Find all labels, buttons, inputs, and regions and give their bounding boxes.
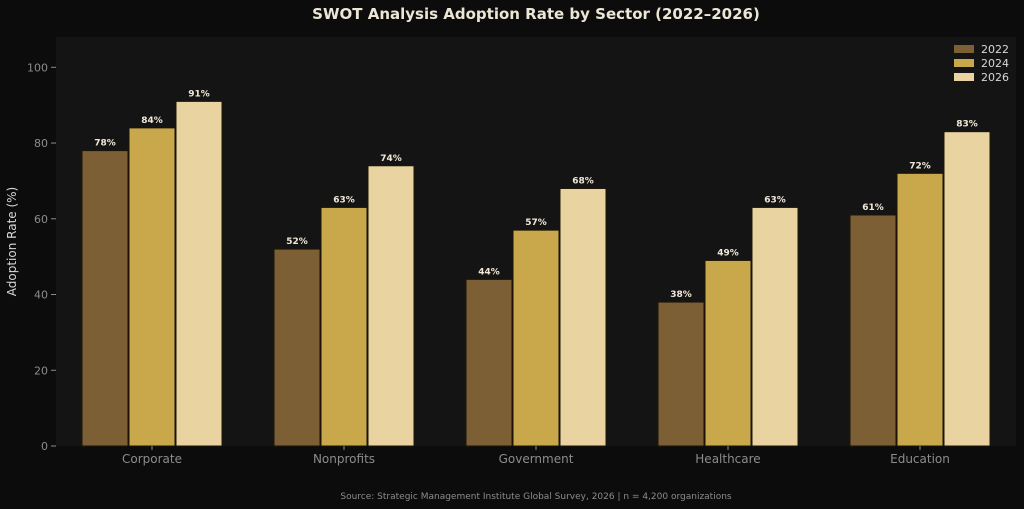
legend-swatch-2022 <box>954 45 974 53</box>
data-label: 61% <box>862 203 884 213</box>
data-label: 74% <box>380 154 402 164</box>
data-label: 57% <box>525 218 547 228</box>
bar-2024-corporate <box>128 127 176 447</box>
bar-2022-healthcare <box>657 301 705 447</box>
y-tick-label: 0 <box>41 440 48 453</box>
bar-2024-government <box>512 229 560 447</box>
x-tick-label: Healthcare <box>695 452 760 466</box>
y-tick-label: 80 <box>34 137 48 150</box>
data-label: 52% <box>286 237 308 247</box>
bar-2022-nonprofits <box>273 248 321 447</box>
data-label: 84% <box>141 116 163 126</box>
data-label: 63% <box>333 195 355 205</box>
data-label: 63% <box>764 195 786 205</box>
bar-2022-corporate <box>81 150 129 447</box>
data-label: 83% <box>956 120 978 130</box>
data-label: 38% <box>670 290 692 300</box>
bar-2026-nonprofits <box>367 165 415 447</box>
legend-swatch-2024 <box>954 59 974 67</box>
legend-label-2026: 2026 <box>981 71 1009 84</box>
bar-2026-government <box>559 187 607 447</box>
y-tick-label: 20 <box>34 364 48 377</box>
bar-2024-healthcare <box>704 259 752 447</box>
bar-2026-corporate <box>175 100 223 447</box>
x-tick-label: Corporate <box>122 452 182 466</box>
bar-2022-education <box>849 214 897 447</box>
y-tick-label: 40 <box>34 289 48 302</box>
bar-2024-education <box>896 172 944 447</box>
bar-2022-government <box>465 278 513 447</box>
bar-2026-healthcare <box>751 206 799 447</box>
data-label: 72% <box>909 161 931 171</box>
bar-2026-education <box>943 131 991 447</box>
y-tick-label: 60 <box>34 213 48 226</box>
data-label: 68% <box>572 176 594 186</box>
bar-2024-nonprofits <box>320 206 368 447</box>
bars-group: 78% 84% 91% 52% 63% 74% 44% 57% 68% 38% 49% 63% 61% 7… <box>81 89 991 447</box>
legend-swatch-2026 <box>954 73 974 81</box>
legend-label-2022: 2022 <box>981 43 1009 56</box>
data-label: 44% <box>478 267 500 277</box>
data-label: 91% <box>188 89 210 99</box>
data-label: 78% <box>94 139 116 149</box>
chart-title: SWOT Analysis Adoption Rate by Sector (2… <box>312 5 760 23</box>
y-axis-label: Adoption Rate (%) <box>5 187 19 296</box>
y-axis: 0 20 40 60 80 100 <box>27 61 56 453</box>
legend-label-2024: 2024 <box>981 57 1009 70</box>
x-tick-label: Nonprofits <box>313 452 375 466</box>
x-tick-label: Government <box>499 452 574 466</box>
x-tick-label: Education <box>890 452 950 466</box>
data-label: 49% <box>717 248 739 258</box>
y-tick-label: 100 <box>27 61 48 74</box>
source-note: Source: Strategic Management Institute G… <box>340 492 732 502</box>
x-axis: Corporate Nonprofits Government Healthcare E… <box>122 446 950 466</box>
